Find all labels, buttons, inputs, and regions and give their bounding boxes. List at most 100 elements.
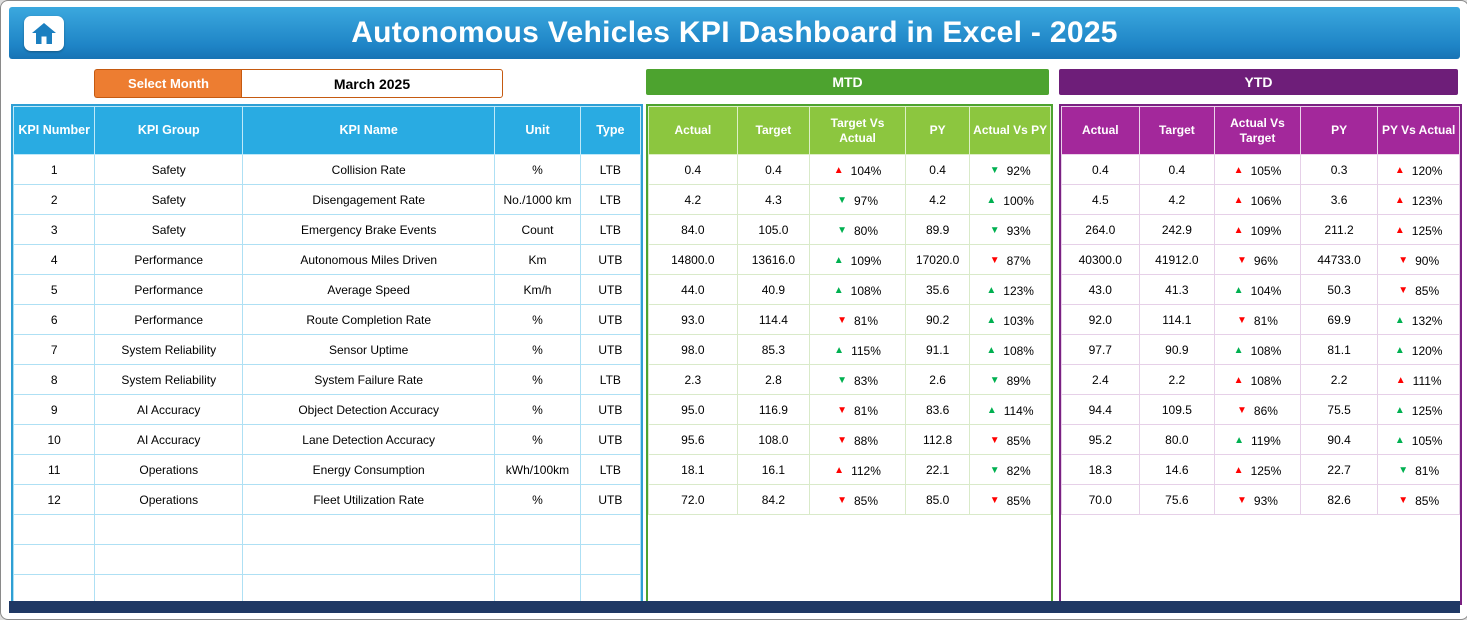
mtd-row: 84.0 105.0 ▼ 80% 89.9 ▼ 93% <box>648 214 1051 245</box>
trend-down-icon: ▼ <box>989 254 1000 266</box>
ytd-py-vs-actual-cell: ▲ 125% <box>1377 214 1460 245</box>
ytd-py-cell: 69.9 <box>1299 304 1379 335</box>
trend-up-icon: ▲ <box>986 404 997 416</box>
trend-indicator: ▲ 105% <box>1234 164 1282 178</box>
trend-indicator: ▲ 108% <box>1234 344 1282 358</box>
trend-down-icon: ▼ <box>1236 404 1247 416</box>
trend-indicator: ▲ 120% <box>1395 344 1443 358</box>
col-header-mtd-py: PY <box>904 106 971 155</box>
trend-indicator: ▼ 85% <box>990 434 1031 448</box>
kpi-group-cell: Operations <box>94 484 244 515</box>
kpi-number-cell: 5 <box>12 274 96 305</box>
kpi-empty-row <box>12 514 642 545</box>
ytd-actual-vs-target-cell: ▲ 119% <box>1214 424 1301 455</box>
trend-value: 105% <box>1411 433 1443 448</box>
col-header-kpi-number: KPI Number <box>12 106 96 155</box>
mtd-table-header: Actual Target Target Vs Actual PY Actual… <box>648 106 1051 155</box>
trend-indicator: ▲ 120% <box>1395 164 1443 178</box>
mtd-target-cell: 13616.0 <box>736 244 811 275</box>
ytd-py-vs-actual-cell: ▲ 111% <box>1377 364 1460 395</box>
trend-value: 125% <box>1411 223 1443 238</box>
ytd-actual-cell: 40300.0 <box>1061 244 1140 275</box>
mtd-row: 98.0 85.3 ▲ 115% 91.1 ▲ 108% <box>648 334 1051 365</box>
trend-value: 119% <box>1251 433 1281 448</box>
trend-value: 93% <box>1253 493 1278 508</box>
kpi-empty-row <box>12 544 642 575</box>
col-header-unit: Unit <box>494 106 581 155</box>
ytd-target-cell: 109.5 <box>1138 394 1216 425</box>
ytd-py-vs-actual-cell: ▼ 81% <box>1377 454 1460 485</box>
trend-up-icon: ▲ <box>1394 434 1405 446</box>
trend-indicator: ▼ 85% <box>1398 284 1439 298</box>
ytd-row: 0.4 0.4 ▲ 105% 0.3 ▲ 120% <box>1061 154 1460 185</box>
trend-up-icon: ▲ <box>1233 284 1244 296</box>
trend-up-icon: ▲ <box>1394 314 1405 326</box>
mtd-py-cell: 2.6 <box>904 364 971 395</box>
mtd-actual-cell: 2.3 <box>648 364 738 395</box>
mtd-actual-vs-py-cell: ▲ 108% <box>969 334 1051 365</box>
footer-bar <box>9 601 1460 613</box>
month-selector[interactable]: March 2025 <box>241 69 503 98</box>
kpi-type-cell: UTB <box>579 244 642 275</box>
ytd-py-cell: 75.5 <box>1299 394 1379 425</box>
mtd-row: 95.6 108.0 ▼ 88% 112.8 ▼ 85% <box>648 424 1051 455</box>
trend-indicator: ▲ 132% <box>1395 314 1443 328</box>
kpi-number-cell: 4 <box>12 244 96 275</box>
ytd-actual-cell: 92.0 <box>1061 304 1140 335</box>
kpi-type-cell: LTB <box>579 364 642 395</box>
ytd-target-cell: 75.6 <box>1138 484 1216 515</box>
trend-up-icon: ▲ <box>1394 224 1405 236</box>
trend-indicator: ▼ 89% <box>990 374 1031 388</box>
kpi-group-cell: AI Accuracy <box>94 394 244 425</box>
ytd-actual-cell: 43.0 <box>1061 274 1140 305</box>
mtd-py-cell: 89.9 <box>904 214 971 245</box>
mtd-actual-vs-py-cell: ▲ 123% <box>969 274 1051 305</box>
ytd-row: 4.5 4.2 ▲ 106% 3.6 ▲ 123% <box>1061 184 1460 215</box>
ytd-actual-cell: 4.5 <box>1061 184 1140 215</box>
mtd-row: 95.0 116.9 ▼ 81% 83.6 ▲ 114% <box>648 394 1051 425</box>
trend-value: 93% <box>1006 223 1031 238</box>
kpi-unit-cell: % <box>494 424 581 455</box>
ytd-py-vs-actual-cell: ▼ 85% <box>1377 274 1460 305</box>
kpi-type-cell: UTB <box>579 334 642 365</box>
trend-up-icon: ▲ <box>986 194 997 206</box>
ytd-target-cell: 114.1 <box>1138 304 1216 335</box>
col-header-ytd-py: PY <box>1299 106 1379 155</box>
mtd-target-vs-actual-cell: ▲ 112% <box>809 454 906 485</box>
kpi-number-cell: 8 <box>12 364 96 395</box>
trend-down-icon: ▼ <box>989 374 1000 386</box>
trend-down-icon: ▼ <box>989 494 1000 506</box>
mtd-target-cell: 84.2 <box>736 484 811 515</box>
trend-indicator: ▼ 92% <box>990 164 1031 178</box>
mtd-target-vs-actual-cell: ▼ 80% <box>809 214 906 245</box>
kpi-table: KPI Number KPI Group KPI Name Unit Type … <box>12 106 642 605</box>
kpi-name-cell: Emergency Brake Events <box>242 214 496 245</box>
empty-cell <box>494 514 581 545</box>
mtd-table-body: 0.4 0.4 ▲ 104% 0.4 ▼ 92% 4.2 4.3 ▼ 97% 4.2 ▲ 100% 84.0… <box>648 154 1051 515</box>
trend-value: 97% <box>853 193 878 208</box>
mtd-py-cell: 90.2 <box>904 304 971 335</box>
ytd-table-panel: Actual Target Actual Vs Target PY PY Vs … <box>1059 104 1462 605</box>
trend-up-icon: ▲ <box>1394 194 1405 206</box>
kpi-group-cell: System Reliability <box>94 334 244 365</box>
trend-down-icon: ▼ <box>837 494 847 506</box>
ytd-row: 264.0 242.9 ▲ 109% 211.2 ▲ 125% <box>1061 214 1460 245</box>
home-button[interactable] <box>24 16 64 51</box>
trend-value: 108% <box>1003 343 1034 358</box>
ytd-py-vs-actual-cell: ▲ 105% <box>1377 424 1460 455</box>
mtd-actual-cell: 44.0 <box>648 274 738 305</box>
trend-indicator: ▼ 85% <box>837 494 878 508</box>
kpi-name-cell: Lane Detection Accuracy <box>242 424 496 455</box>
kpi-group-cell: Operations <box>94 454 244 485</box>
trend-value: 125% <box>1411 403 1443 418</box>
col-header-mtd-actual: Actual <box>648 106 738 155</box>
trend-indicator: ▲ 125% <box>1395 224 1443 238</box>
empty-cell <box>579 544 642 575</box>
trend-indicator: ▲ 103% <box>986 314 1034 328</box>
kpi-name-cell: Energy Consumption <box>242 454 496 485</box>
trend-indicator: ▼ 80% <box>837 224 878 238</box>
kpi-type-cell: UTB <box>579 394 642 425</box>
kpi-group-cell: AI Accuracy <box>94 424 244 455</box>
kpi-name-cell: Average Speed <box>242 274 496 305</box>
mtd-actual-cell: 95.0 <box>648 394 738 425</box>
